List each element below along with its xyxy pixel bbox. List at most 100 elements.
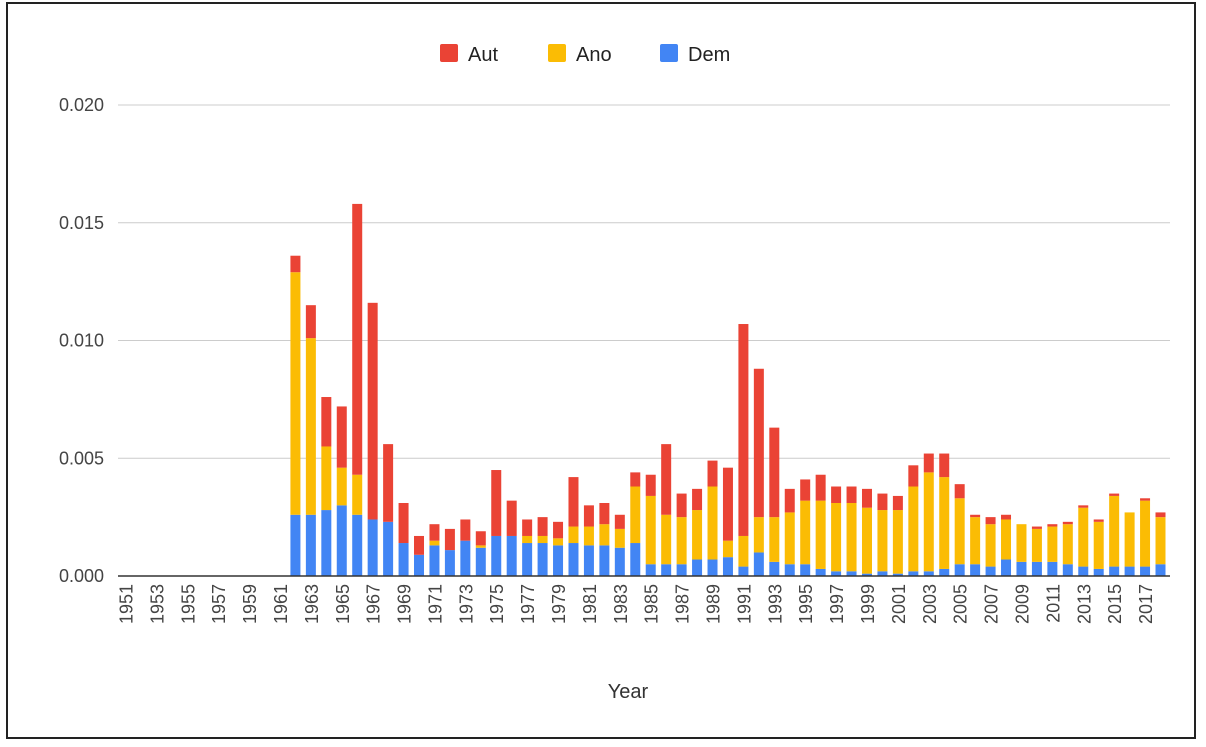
bar-aut-1993: [769, 427, 780, 518]
bar-dem-2013: [1078, 566, 1089, 576]
bar-dem-1987: [676, 564, 687, 576]
bar-ano-1994: [784, 512, 795, 565]
bar-dem-1985: [645, 564, 656, 576]
bar-aut-2018: [1155, 512, 1166, 518]
bar-dem-1992: [753, 552, 764, 576]
x-tick-label: 2015: [1105, 584, 1125, 624]
bar-aut-1989: [707, 460, 718, 487]
bar-aut-2000: [877, 493, 888, 511]
bar-dem-1999: [861, 573, 872, 576]
bar-ano-1979: [553, 538, 564, 546]
bar-ano-1996: [815, 500, 826, 569]
x-tick-label: 1965: [333, 584, 353, 624]
x-tick-label: 1971: [425, 584, 445, 624]
bar-ano-1978: [537, 535, 548, 544]
bar-aut-1990: [722, 467, 733, 541]
bar-aut-1974: [475, 531, 486, 546]
x-tick-label: 1961: [271, 584, 291, 624]
legend-label-dem: Dem: [688, 44, 730, 66]
x-tick-label: 1991: [734, 584, 754, 624]
legend-swatch-aut: [440, 44, 458, 62]
x-tick-label: 1963: [302, 584, 322, 624]
bar-ano-2003: [923, 472, 934, 572]
bar-dem-2018: [1155, 564, 1166, 576]
bar-dem-1978: [537, 543, 548, 576]
bar-ano-1986: [661, 514, 672, 565]
bar-ano-2018: [1155, 517, 1166, 565]
bar-dem-1990: [722, 557, 733, 576]
bar-dem-1984: [630, 543, 641, 576]
bar-aut-1964: [321, 397, 332, 447]
bar-aut-1999: [861, 488, 872, 508]
y-tick-label: 0.000: [59, 566, 104, 586]
bar-dem-1997: [831, 571, 842, 576]
bar-dem-2004: [939, 568, 950, 576]
bar-dem-1982: [599, 545, 610, 576]
bar-ano-1999: [861, 507, 872, 574]
bar-aut-2015: [1109, 493, 1120, 496]
bar-dem-2014: [1093, 568, 1104, 576]
bar-ano-2005: [954, 498, 965, 565]
bar-ano-2014: [1093, 521, 1104, 569]
bar-dem-1967: [367, 519, 378, 576]
bar-aut-1976: [506, 500, 517, 536]
bar-aut-1984: [630, 472, 641, 487]
x-tick-label: 1951: [117, 584, 137, 624]
x-tick-label: 1973: [456, 584, 476, 624]
bar-dem-1966: [352, 514, 363, 576]
bar-aut-2008: [1001, 514, 1012, 520]
bar-aut-1986: [661, 444, 672, 515]
y-axis-ticks: 0.000 0.005 0.010 0.015 0.020: [59, 95, 104, 586]
bar-dem-1969: [398, 543, 409, 576]
bar-ano-1965: [336, 467, 347, 506]
x-tick-label: 2013: [1074, 584, 1094, 624]
x-tick-label: 1985: [642, 584, 662, 624]
bar-aut-1965: [336, 406, 347, 468]
bar-dem-1998: [846, 571, 857, 576]
bar-dem-1996: [815, 568, 826, 576]
bar-ano-2001: [892, 510, 903, 574]
bar-aut-2012: [1062, 521, 1073, 525]
bar-dem-2012: [1062, 564, 1073, 576]
bar-dem-1968: [383, 521, 394, 576]
bar-dem-1988: [692, 559, 703, 576]
x-tick-label: 1987: [673, 584, 693, 624]
x-tick-label: 2011: [1043, 584, 1063, 623]
bar-ano-1992: [753, 517, 764, 553]
x-tick-label: 1989: [704, 584, 724, 624]
bar-aut-2013: [1078, 505, 1089, 508]
y-tick-label: 0.010: [59, 331, 104, 351]
legend-swatch-ano: [548, 44, 566, 62]
x-tick-label: 1979: [549, 584, 569, 624]
x-tick-label: 1995: [796, 584, 816, 624]
bar-aut-1983: [614, 514, 625, 529]
bar-aut-1975: [491, 470, 502, 536]
bar-dem-1964: [321, 510, 332, 576]
gridlines: [118, 104, 1170, 459]
bar-ano-1984: [630, 486, 641, 544]
bar-dem-2009: [1016, 561, 1027, 576]
bar-ano-1964: [321, 446, 332, 511]
bar-aut-1972: [444, 528, 455, 551]
bar-ano-1995: [800, 500, 811, 565]
bar-aut-1963: [305, 305, 316, 339]
bar-ano-2011: [1047, 526, 1058, 562]
bar-aut-1979: [553, 521, 564, 539]
legend-label-aut: Aut: [468, 44, 498, 66]
bar-aut-2005: [954, 484, 965, 499]
bar-dem-2017: [1140, 566, 1151, 576]
bar-ano-1985: [645, 495, 656, 565]
bar-dem-1980: [568, 543, 579, 576]
bar-dem-1977: [522, 543, 533, 576]
bar-ano-1977: [522, 535, 533, 544]
bar-ano-1987: [676, 517, 687, 565]
bar-ano-2015: [1109, 495, 1120, 567]
legend-label-ano: Ano: [576, 44, 612, 66]
bar-ano-1988: [692, 510, 703, 560]
x-tick-label: 2005: [951, 584, 971, 624]
bar-dem-2000: [877, 571, 888, 576]
legend: Aut Ano Dem: [440, 44, 730, 66]
x-tick-label: 1999: [858, 584, 878, 624]
bar-aut-2006: [970, 514, 981, 518]
bar-ano-2006: [970, 517, 981, 565]
